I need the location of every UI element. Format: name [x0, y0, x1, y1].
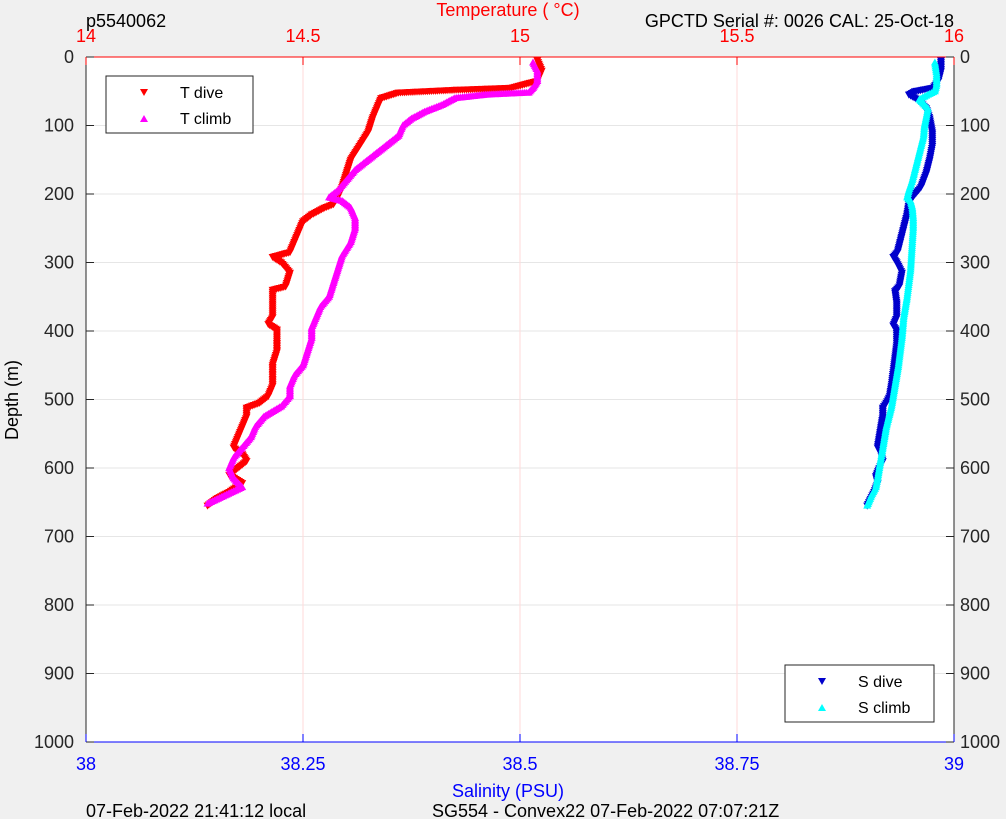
s-climb-point	[930, 58, 939, 66]
temperature-gridlines	[302, 57, 738, 742]
temperature-tick-label: 14	[76, 26, 96, 46]
t-climb-trace	[483, 88, 531, 98]
depth-axis-label: Depth (m)	[2, 360, 22, 440]
t-climb-point	[529, 58, 538, 66]
t-dive-legend-marker	[140, 89, 148, 96]
t-dive-trace	[268, 374, 277, 389]
salinity-axis-label: Salinity (PSU)	[452, 781, 564, 801]
s-climb-legend-label: S climb	[858, 700, 911, 717]
tick-labels: 0 0 100 100 200 200 300 300 400 400 500 500 600 600 70…	[34, 26, 1000, 774]
s-climb-series	[863, 58, 941, 509]
s-dive-legend-label: S dive	[858, 674, 903, 691]
temperature-legend-box	[105, 75, 254, 134]
depth-tick-label-right: 100	[960, 116, 990, 136]
s-dive-legend-marker	[818, 678, 826, 685]
depth-tick-label-right: 800	[960, 595, 990, 615]
temperature-tick-label: 16	[944, 26, 964, 46]
depth-tick-label-right: 600	[960, 458, 990, 478]
t-climb-trace	[205, 492, 228, 506]
depth-tick-label: 300	[44, 253, 74, 273]
series-layer	[203, 57, 945, 510]
salinity-tick-label: 39	[944, 754, 964, 774]
t-dive-trace	[268, 363, 277, 378]
depth-tick-label: 800	[44, 595, 74, 615]
t-climb-trace	[261, 403, 284, 419]
t-climb-trace	[351, 215, 360, 230]
t-climb-trace	[307, 325, 316, 340]
temperature-tick-label: 15.5	[719, 26, 754, 46]
profile-id: p5540062	[86, 11, 166, 31]
footer-mission-info: SG554 - Convex22 07-Feb-2022 07:07:21Z	[432, 801, 779, 819]
depth-tick-label: 600	[44, 458, 74, 478]
depth-tick-label-right: 900	[960, 664, 990, 684]
temperature-axis-label: Temperature ( °C)	[436, 0, 579, 20]
depth-tick-label-right: 0	[960, 47, 970, 67]
t-dive-trace	[272, 339, 281, 354]
salinity-tick-label: 38.75	[714, 754, 759, 774]
s-dive-trace	[878, 406, 887, 419]
salinity-tick-label: 38	[76, 754, 96, 774]
depth-tick-label-right: 200	[960, 184, 990, 204]
footer-local-time: 07-Feb-2022 21:41:12 local	[86, 801, 306, 819]
salinity-tick-label: 38.5	[502, 754, 537, 774]
temperature-legend: T dive T climb	[105, 75, 254, 134]
t-dive-trace	[396, 86, 457, 97]
depth-tick-label: 500	[44, 390, 74, 410]
t-climb-trace	[533, 68, 542, 83]
t-climb-legend-marker	[140, 115, 148, 122]
s-dive-trace	[936, 59, 945, 73]
depth-tick-label-right: 1000	[960, 732, 1000, 752]
depth-tick-label: 400	[44, 321, 74, 341]
depth-tick-label-right: 300	[960, 253, 990, 273]
t-climb-trace	[285, 383, 294, 398]
t-climb-legend-label: T climb	[180, 111, 231, 128]
t-dive-legend-label: T dive	[180, 85, 223, 102]
t-dive-trace	[378, 90, 401, 102]
s-climb-trace	[932, 71, 941, 86]
t-dive-trace	[452, 84, 514, 94]
t-dive-trace	[242, 406, 251, 419]
s-climb-trace	[920, 114, 930, 127]
temperature-tick-label: 15	[510, 26, 530, 46]
depth-tick-label-right: 500	[960, 390, 990, 410]
depth-tick-label: 200	[44, 184, 74, 204]
s-dive-trace	[912, 85, 936, 95]
t-climb-trace	[452, 90, 488, 101]
s-climb-legend-marker	[818, 704, 826, 711]
t-climb-trace	[422, 101, 445, 115]
s-climb-trace	[909, 215, 918, 230]
t-dive-trace	[509, 78, 540, 92]
sensor-info: GPCTD Serial #: 0026 CAL: 25-Oct-18	[645, 11, 954, 31]
depth-tick-label: 700	[44, 527, 74, 547]
salinity-legend-box	[784, 664, 935, 723]
depth-tick-label: 100	[44, 116, 74, 136]
t-climb-series	[203, 58, 542, 507]
depth-tick-label: 1000	[34, 732, 74, 752]
depth-tick-label-right: 400	[960, 321, 990, 341]
salinity-tick-label: 38.25	[280, 754, 325, 774]
depth-tick-label-right: 700	[960, 527, 990, 547]
temperature-tick-label: 14.5	[285, 26, 320, 46]
depth-tick-label: 0	[64, 47, 74, 67]
depth-tick-label: 900	[44, 664, 74, 684]
salinity-legend: S dive S climb	[784, 664, 935, 723]
